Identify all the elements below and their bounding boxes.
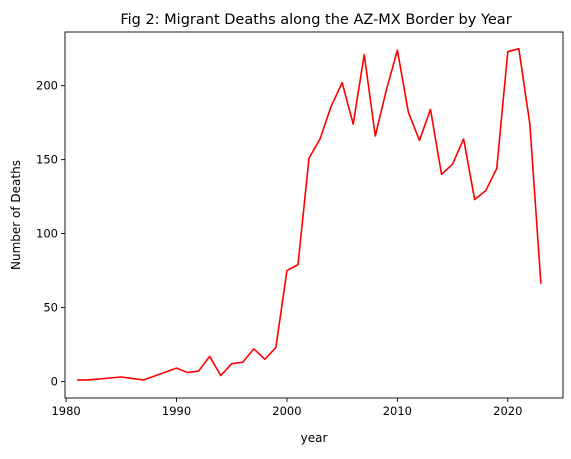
y-tick-label: 0 bbox=[51, 374, 58, 388]
x-tick-label: 2020 bbox=[493, 404, 522, 418]
y-tick-label: 150 bbox=[36, 153, 58, 167]
plot-area bbox=[77, 47, 542, 381]
chart-title: Fig 2: Migrant Deaths along the AZ-MX Bo… bbox=[120, 12, 511, 28]
y-axis: 0 50 100 150 200 bbox=[36, 79, 65, 388]
y-axis-label: Number of Deaths bbox=[9, 160, 23, 270]
x-axis: 1980 1990 2000 2010 2020 bbox=[51, 398, 522, 418]
x-axis-label: year bbox=[301, 431, 328, 445]
x-tick-label: 1980 bbox=[51, 404, 80, 418]
series-line bbox=[77, 47, 542, 381]
y-tick-label: 100 bbox=[36, 227, 58, 241]
x-tick-label: 2010 bbox=[383, 404, 412, 418]
x-tick-label: 1990 bbox=[162, 404, 191, 418]
axes-frame bbox=[64, 31, 564, 399]
y-tick-label: 50 bbox=[43, 300, 58, 314]
x-tick-label: 2000 bbox=[272, 404, 301, 418]
y-tick-label: 200 bbox=[36, 79, 58, 93]
